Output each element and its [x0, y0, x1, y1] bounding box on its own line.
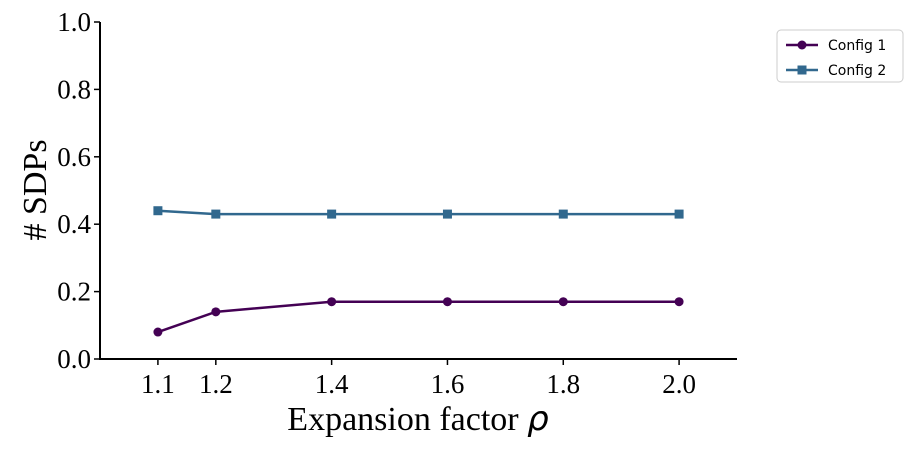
config-1-point: [153, 327, 163, 337]
x-tick-label: 2.0: [662, 369, 696, 399]
config-2-point: [442, 209, 452, 219]
y-tick-label: 0.2: [57, 277, 91, 307]
config-2-point: [558, 209, 568, 219]
legend-config-1-marker: [797, 40, 807, 50]
config-2-point: [211, 209, 221, 219]
x-axis-label-text: Expansion factor: [287, 401, 519, 438]
y-ticks: 0.0 0.2 0.4 0.6 0.8 1.0: [57, 7, 100, 374]
x-axis-label: Expansion factor ρ: [287, 399, 549, 439]
legend-config-1-label: Config 1: [828, 38, 886, 54]
x-tick-label: 1.1: [141, 369, 175, 399]
rho-symbol: ρ: [527, 399, 549, 439]
config-1-point: [674, 297, 684, 307]
config-1-line: [157, 300, 680, 334]
y-tick-label: 0.4: [57, 209, 91, 239]
config-1-point: [558, 297, 568, 307]
x-tick-label: 1.2: [199, 369, 233, 399]
config-1-point: [211, 307, 221, 317]
plot-area: [153, 206, 684, 337]
x-tick-label: 1.4: [315, 369, 349, 399]
y-tick-label: 1.0: [57, 7, 91, 37]
config-2-line: [157, 209, 680, 216]
y-tick-label: 0.6: [57, 142, 91, 172]
x-tick-label: 1.8: [546, 369, 580, 399]
config-2-point: [153, 206, 163, 216]
config-2-point: [674, 209, 684, 219]
y-axis-label: # SDPs: [17, 139, 54, 240]
config-2-point: [327, 209, 337, 219]
x-tick-label: 1.6: [431, 369, 465, 399]
axes: [99, 22, 737, 360]
y-tick-label: 0.8: [57, 74, 91, 104]
config-1-point: [327, 297, 337, 307]
legend: Config 1 Config 2: [776, 29, 904, 83]
legend-config-2-label: Config 2: [828, 63, 886, 79]
y-tick-label: 0.0: [57, 344, 91, 374]
x-ticks: 1.1 1.2 1.4 1.6 1.8 2.0: [141, 359, 696, 399]
config-1-point: [442, 297, 452, 307]
legend-config-2-marker: [797, 65, 807, 75]
